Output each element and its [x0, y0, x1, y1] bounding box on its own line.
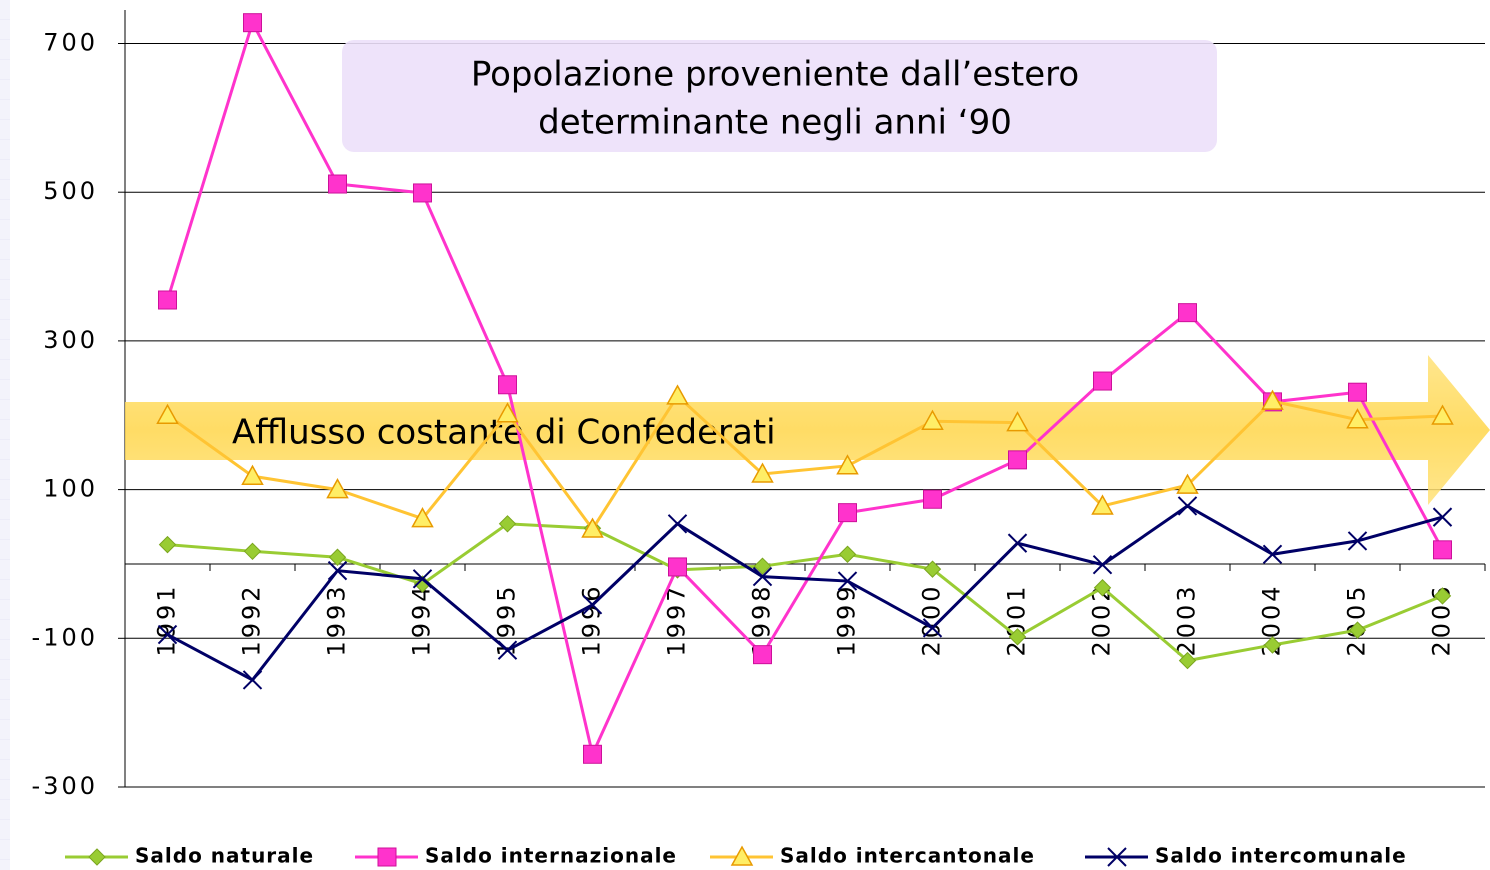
marker [1008, 628, 1027, 646]
marker [836, 454, 859, 475]
marker [1178, 651, 1197, 670]
x-tick-label: 1991 [153, 583, 181, 656]
marker [498, 375, 517, 395]
marker [668, 557, 687, 577]
series [157, 496, 1453, 690]
marker [1178, 303, 1197, 323]
y-tick-label: 500 [43, 177, 98, 205]
marker [1092, 554, 1113, 575]
series-line [166, 393, 1443, 532]
marker [1347, 531, 1368, 551]
marker [496, 402, 519, 423]
marker [923, 560, 942, 578]
marker [1432, 507, 1453, 527]
marker [328, 548, 347, 566]
marker [377, 847, 397, 867]
x-tick-label: 1993 [323, 583, 351, 656]
marker [1091, 494, 1114, 515]
marker [156, 403, 179, 424]
arrow-band [125, 355, 1490, 505]
marker [730, 845, 754, 866]
series-line [167, 522, 1444, 663]
marker [1006, 411, 1029, 432]
marker [88, 848, 106, 866]
series [156, 384, 1454, 538]
marker [328, 174, 347, 194]
marker [751, 462, 774, 483]
marker [922, 618, 943, 638]
marker [1346, 408, 1369, 429]
legend-label: Saldo intercantonale [780, 844, 1035, 868]
marker [753, 645, 772, 665]
marker [923, 489, 942, 509]
marker [412, 569, 433, 589]
marker [241, 464, 264, 485]
marker [838, 545, 857, 563]
callout-line: Popolazione proveniente dall’estero [471, 55, 1079, 95]
callout-box [342, 40, 1217, 152]
x-tick-label: 2003 [1173, 583, 1201, 656]
marker [411, 507, 434, 528]
marker [243, 542, 262, 561]
marker [921, 409, 944, 430]
marker [1433, 587, 1452, 605]
marker [1263, 636, 1282, 654]
marker [158, 535, 177, 554]
marker [583, 744, 602, 764]
marker [582, 595, 603, 615]
marker [1262, 544, 1283, 564]
marker [1176, 473, 1199, 494]
series-line [166, 504, 1443, 682]
marker [1008, 450, 1027, 470]
series-line [166, 18, 1444, 759]
marker [497, 640, 518, 660]
x-tick-label: 1992 [238, 583, 266, 656]
y-tick-label: -300 [32, 772, 98, 800]
marker [243, 13, 262, 33]
marker [1107, 847, 1127, 867]
marker [327, 560, 348, 581]
marker [1348, 382, 1367, 402]
marker [498, 515, 517, 533]
marker [1348, 621, 1367, 639]
marker [157, 624, 178, 645]
x-tick-label: 1994 [408, 583, 436, 656]
legend-label: Saldo naturale [135, 844, 314, 868]
marker [837, 571, 858, 591]
y-tick-label: -100 [32, 623, 98, 651]
y-tick-label: 700 [43, 29, 98, 57]
marker [242, 670, 263, 690]
marker [667, 514, 688, 534]
x-tick-label: 2001 [1003, 583, 1031, 656]
legend-label: Saldo intercomunale [1155, 844, 1407, 868]
x-tick-label: 2005 [1343, 583, 1371, 656]
marker [838, 503, 857, 523]
marker [1007, 533, 1028, 553]
marker [752, 566, 773, 587]
marker [1093, 579, 1112, 597]
legend-label: Saldo internazionale [425, 844, 677, 868]
callout-line: determinante negli anni ‘90 [538, 103, 1012, 143]
marker [326, 478, 349, 499]
marker [158, 290, 177, 310]
x-tick-label: 1997 [663, 583, 691, 656]
marker [413, 183, 432, 203]
marker [753, 557, 772, 575]
x-tick-label: 1999 [833, 583, 861, 656]
marker [1177, 496, 1198, 516]
marker [1093, 371, 1112, 391]
marker [666, 384, 689, 405]
y-tick-label: 100 [43, 475, 98, 503]
marker [1433, 540, 1452, 560]
y-tick-label: 300 [43, 326, 98, 354]
marker [1431, 404, 1454, 425]
marker [1261, 389, 1284, 410]
marker [581, 517, 604, 538]
